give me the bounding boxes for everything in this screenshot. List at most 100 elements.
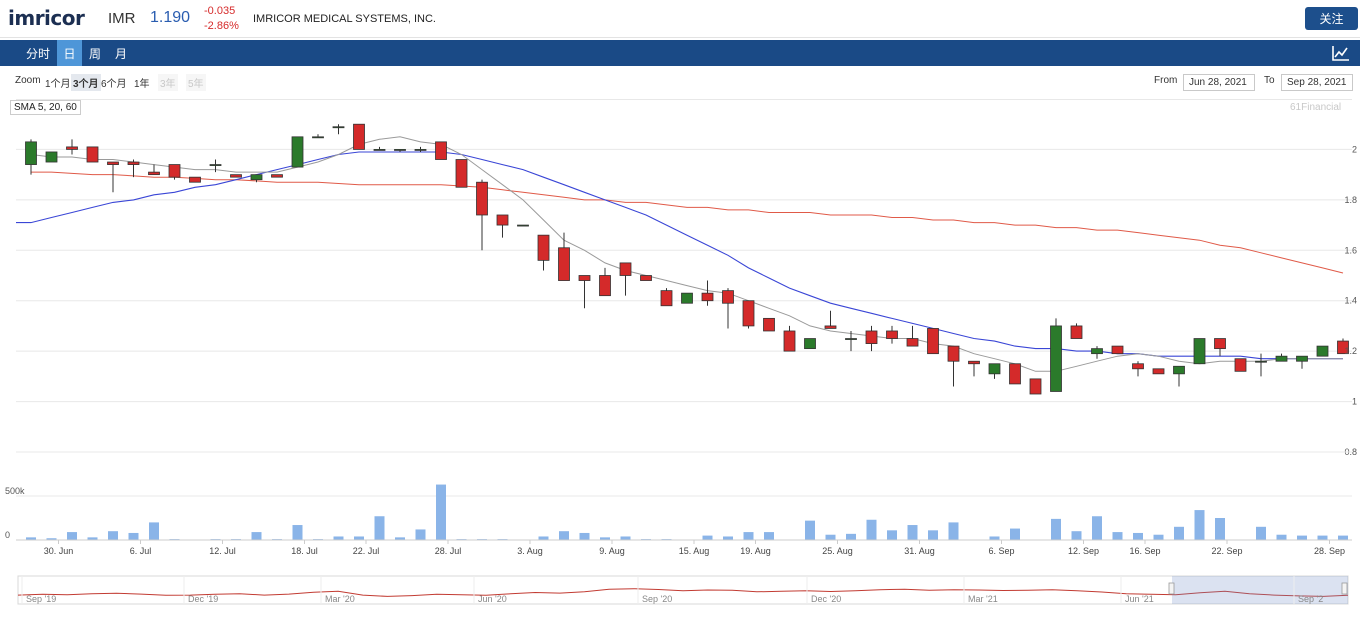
candle-body <box>1255 360 1267 363</box>
candle-body <box>1193 338 1206 365</box>
candle <box>332 124 345 135</box>
candle <box>1070 323 1083 339</box>
candle-body <box>148 171 160 176</box>
candle <box>1316 345 1329 357</box>
volume-bar <box>87 537 98 540</box>
date-tick-label: 19. Aug <box>740 546 771 556</box>
date-tick-label: 22. Jul <box>353 546 380 556</box>
date-tick-label: 6. Jul <box>130 546 152 556</box>
to-label: To <box>1264 75 1275 86</box>
volume-bar <box>1153 534 1164 540</box>
price-tick-label: 1.2 <box>1344 346 1357 356</box>
price-tick-label: 1.6 <box>1344 245 1357 255</box>
candle-body <box>578 275 591 281</box>
ticker-symbol: IMR <box>108 10 136 27</box>
candle <box>291 136 304 168</box>
candle-body <box>476 181 488 216</box>
tab-intraday[interactable]: 分时 <box>25 46 50 61</box>
zoom-bar: Zoom 1个月 3个月 6个月 1年 3年 5年 From Jun 28, 2… <box>0 66 1360 98</box>
candle <box>1275 353 1288 362</box>
volume-bar <box>538 536 549 540</box>
zoom-1m-button[interactable]: 1个月 <box>45 79 71 90</box>
date-tick-label: 22. Sep <box>1211 546 1242 556</box>
candle <box>455 159 468 188</box>
date-tick-label: 30. Jun <box>44 546 74 556</box>
navigator-tick-label: Dec '19 <box>188 594 218 604</box>
volume-bar <box>149 522 159 540</box>
candle <box>414 146 427 152</box>
navigator-selection <box>1172 576 1348 604</box>
candle-body <box>1337 340 1349 355</box>
navigator-tick-label: Jun '20 <box>478 594 507 604</box>
volume-bar <box>743 532 754 540</box>
candle-body <box>783 330 796 352</box>
candle-body <box>804 338 816 350</box>
candle-body <box>845 338 857 340</box>
price-change-pct: -2.86% <box>204 20 239 32</box>
volume-bar <box>559 531 569 540</box>
volume-bar <box>1338 535 1348 540</box>
candle-body <box>742 300 755 327</box>
zoom-1y-button[interactable]: 1年 <box>134 79 150 90</box>
volume-bar <box>1194 510 1205 540</box>
candle <box>517 224 529 227</box>
price-tick-label: 1.4 <box>1344 296 1357 306</box>
navigator-tick-label: Sep '20 <box>642 594 672 604</box>
to-date-input[interactable]: Sep 28, 2021 <box>1281 74 1353 91</box>
follow-button[interactable]: 关注 <box>1305 7 1358 30</box>
candle <box>886 325 898 344</box>
range-navigator[interactable]: Sep '19 Dec '19 Mar '20 Jun '20 Sep '20 Dec '… <box>17 575 1349 605</box>
volume-bar <box>948 522 959 540</box>
line-chart-icon[interactable] <box>1330 43 1352 63</box>
tab-weekly[interactable]: 周 <box>88 46 101 61</box>
company-name: IMRICOR MEDICAL SYSTEMS, INC. <box>253 13 436 25</box>
candle-body <box>906 338 919 347</box>
candle <box>1091 346 1103 359</box>
zoom-5y-button[interactable]: 5年 <box>186 74 206 91</box>
candle-body <box>230 174 242 178</box>
candle <box>189 176 201 183</box>
tab-monthly[interactable]: 月 <box>114 46 127 61</box>
watermark: 61Financial <box>1290 102 1342 113</box>
top-bar: imricor IMR 1.190 -0.035 -2.86% IMRICOR … <box>0 0 1360 38</box>
candle <box>763 317 775 332</box>
volume-bar <box>292 525 303 540</box>
navigator-tick-label: Dec '20 <box>811 594 841 604</box>
candle <box>394 149 406 152</box>
volume-bar <box>1317 535 1328 540</box>
navigator-left-handle <box>1168 582 1175 595</box>
from-date-input[interactable]: Jun 28, 2021 <box>1183 74 1255 91</box>
navigator-frame <box>17 575 1349 605</box>
candle-body <box>599 275 611 297</box>
zoom-3y-button[interactable]: 3年 <box>158 74 178 91</box>
volume-bar <box>251 532 262 540</box>
candle <box>45 151 58 163</box>
candle-body <box>107 161 119 165</box>
candle <box>1029 378 1042 395</box>
volume-axis-labels: 0 500k <box>5 486 25 540</box>
volume-bar <box>1051 518 1061 540</box>
candle-body <box>988 363 1001 375</box>
volume-bar <box>907 525 918 540</box>
volume-bar <box>128 532 139 540</box>
candle <box>168 164 181 180</box>
tab-daily[interactable]: 日 <box>57 40 82 66</box>
candle-body <box>312 136 324 139</box>
date-tick-label: 6. Sep <box>988 546 1014 556</box>
zoom-3m-button[interactable]: 3个月 <box>71 74 101 91</box>
candle-body <box>886 330 898 339</box>
date-axis-labels: 30. Jun 6. Jul 12. Jul 18. Jul 22. Jul 28. Ju… <box>44 540 1345 556</box>
candle <box>25 139 37 175</box>
date-tick-label: 16. Sep <box>1129 546 1160 556</box>
volume-bar <box>108 531 118 540</box>
candle-body <box>66 146 78 150</box>
candle <box>619 262 632 296</box>
candle-body <box>353 123 365 150</box>
candle-body <box>1152 368 1165 375</box>
zoom-6m-button[interactable]: 6个月 <box>101 79 127 90</box>
candle <box>1132 361 1144 377</box>
candle-body <box>701 292 714 302</box>
candle <box>1193 338 1206 365</box>
candle-body <box>517 224 529 227</box>
